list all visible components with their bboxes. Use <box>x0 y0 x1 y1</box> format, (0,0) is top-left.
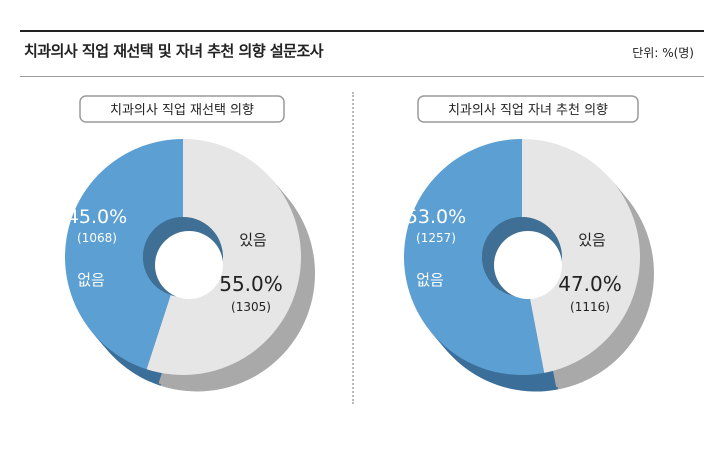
slice-no-label: 없음 <box>416 271 444 289</box>
slice-yes <box>146 139 301 376</box>
slice-no-label: 없음 <box>77 271 105 289</box>
slice-yes-label: 있음 <box>239 231 267 249</box>
header-bottom-rule <box>20 76 704 77</box>
header-top-rule <box>20 30 704 32</box>
slice-yes-count: (1116) <box>570 300 610 314</box>
slice-yes-label: 있음 <box>578 231 606 249</box>
slice-no <box>403 139 545 375</box>
unit-label: 단위: %(명) <box>632 46 694 60</box>
chart-title-box <box>417 95 639 123</box>
chart-title: 치과의사 직업 재선택 의향 <box>110 103 254 118</box>
slice-no-count: (1257) <box>416 231 456 245</box>
chart-title: 치과의사 직업 자녀 추천 의향 <box>448 103 608 118</box>
slice-no-percent: 45.0% <box>67 206 127 228</box>
donut-hole <box>155 231 223 299</box>
chart-title-box <box>79 95 285 123</box>
slice-yes-count: (1305) <box>231 300 271 314</box>
slice-yes <box>522 139 640 373</box>
chart-divider <box>352 92 354 404</box>
slice-no-count: (1068) <box>77 231 117 245</box>
slice-no-percent: 53.0% <box>406 206 466 228</box>
slice-no <box>65 139 183 370</box>
page-title: 치과의사 직업 재선택 및 자녀 추천 의향 설문조사 <box>24 42 324 60</box>
slice-yes-percent: 47.0% <box>558 272 622 296</box>
donut-hole <box>494 231 562 299</box>
slice-yes-percent: 55.0% <box>219 272 283 296</box>
